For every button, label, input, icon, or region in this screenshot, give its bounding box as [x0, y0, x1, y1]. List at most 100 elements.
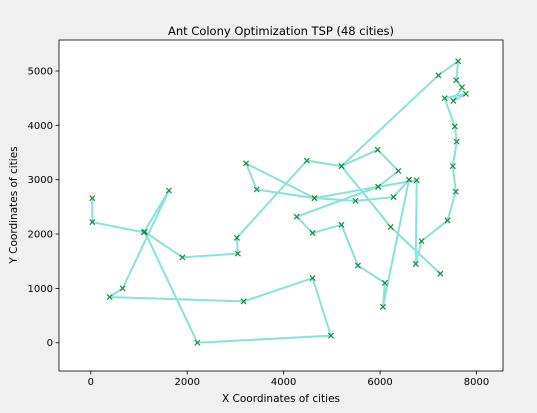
city-marker: [240, 298, 247, 305]
route-segment: [356, 264, 386, 284]
city-marker: [194, 339, 201, 346]
route-segment: [354, 196, 395, 202]
plot-area: [58, 39, 504, 372]
city-marker: [405, 176, 413, 183]
route-segment: [420, 219, 449, 243]
x-tick-label: 2000: [175, 377, 200, 388]
city-marker: [395, 167, 402, 175]
city-marker: [441, 95, 448, 102]
city-marker: [293, 213, 300, 220]
city-marker: [179, 254, 186, 261]
route-segment: [181, 252, 239, 259]
city-markers: [89, 58, 469, 346]
route-segment: [143, 230, 199, 344]
city-marker: [437, 270, 444, 277]
city-marker: [451, 123, 458, 130]
route-segment: [453, 125, 458, 143]
route-segment: [245, 162, 258, 191]
city-marker: [418, 238, 425, 245]
route-segment: [340, 223, 359, 267]
city-marker: [458, 84, 466, 91]
y-axis-label: Y Coordinates of cities: [8, 146, 20, 264]
route-segment: [437, 60, 460, 77]
route-segment: [443, 97, 456, 128]
city-marker: [453, 138, 460, 145]
y-tick-label: 0: [47, 338, 53, 349]
y-tick-label: 3000: [28, 175, 53, 186]
city-marker: [374, 146, 381, 153]
y-axis-ticks: 0 1000 2000 3000 4000 5000: [28, 66, 59, 349]
route-segment: [91, 221, 145, 234]
route-segment: [340, 74, 440, 168]
route-segment: [451, 165, 457, 193]
city-marker: [387, 223, 394, 230]
city-marker: [444, 217, 451, 224]
route-segment: [245, 162, 316, 200]
city-marker: [327, 332, 334, 339]
x-tick-label: 8000: [464, 377, 489, 388]
route-segment: [313, 185, 380, 200]
route-segment: [443, 92, 467, 100]
route-segment: [235, 236, 239, 255]
city-marker: [455, 58, 462, 65]
y-tick-label: 5000: [28, 66, 53, 77]
city-marker: [462, 90, 469, 97]
route-segment: [377, 169, 400, 188]
city-marker: [309, 275, 316, 282]
route-segment: [305, 159, 343, 168]
city-marker: [450, 97, 457, 104]
city-marker: [354, 262, 361, 269]
route-segment: [242, 277, 314, 303]
city-marker: [338, 221, 345, 228]
city-marker: [452, 188, 459, 195]
city-marker: [243, 160, 250, 167]
city-marker: [412, 260, 419, 267]
x-axis-ticks: 0 2000 4000 6000 8000: [88, 371, 489, 388]
route-segment: [381, 281, 386, 308]
route-segment: [235, 159, 308, 239]
x-tick-label: 4000: [271, 377, 296, 388]
route-segment: [340, 148, 379, 168]
route-segment: [452, 92, 467, 102]
route-segment: [295, 215, 314, 234]
city-marker: [253, 186, 260, 193]
city-marker: [413, 177, 420, 184]
city-marker: [165, 187, 172, 194]
chart-title: Ant Colony Optimization TSP (48 cities): [168, 24, 394, 38]
city-marker: [311, 195, 318, 202]
city-marker: [381, 279, 388, 286]
city-marker: [309, 229, 316, 236]
city-marker: [106, 294, 113, 301]
route-segment: [340, 165, 392, 228]
y-tick-label: 4000: [28, 121, 53, 132]
city-marker: [234, 250, 241, 257]
city-marker: [233, 234, 240, 241]
city-marker: [89, 195, 96, 202]
x-tick-label: 6000: [367, 377, 392, 388]
x-tick-label: 0: [88, 377, 94, 388]
city-marker: [141, 228, 148, 235]
y-tick-label: 2000: [28, 230, 53, 241]
y-tick-label: 1000: [28, 284, 53, 295]
city-marker: [338, 163, 345, 170]
city-marker: [435, 72, 442, 79]
route-segment: [311, 277, 332, 337]
route-segment: [295, 185, 380, 218]
city-marker: [375, 183, 382, 190]
route-segment: [311, 223, 343, 234]
route-segment: [446, 190, 457, 222]
route-segment: [376, 148, 400, 172]
route-segment: [255, 188, 316, 200]
city-marker: [89, 219, 96, 226]
city-marker: [303, 157, 310, 164]
route-segment: [196, 334, 332, 344]
city-marker: [119, 285, 126, 292]
city-marker: [449, 163, 456, 170]
route-segment: [389, 225, 442, 275]
route-segment: [455, 60, 460, 82]
route-segment: [313, 197, 357, 202]
city-marker: [390, 194, 397, 201]
x-axis-label: X Coordinates of cities: [222, 393, 340, 405]
route-segment: [121, 189, 170, 290]
